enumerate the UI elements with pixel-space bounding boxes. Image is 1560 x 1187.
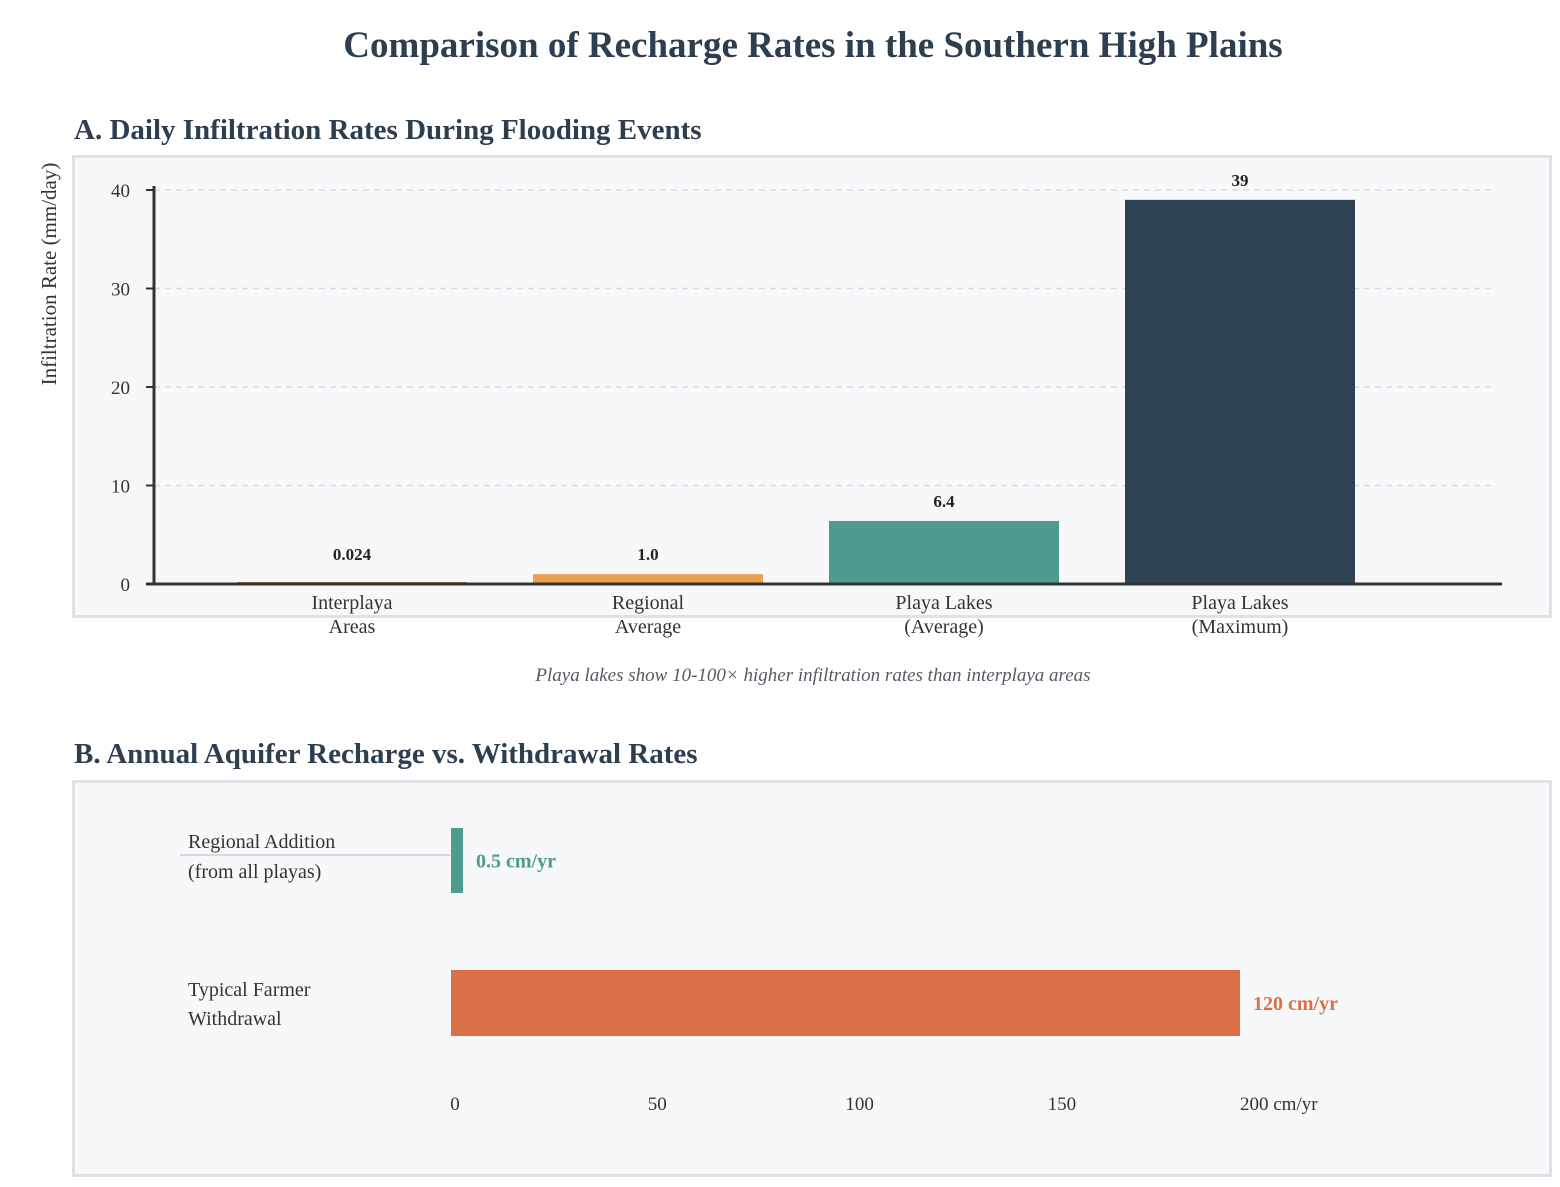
data-label: 0.5 cm/yr [476,851,556,873]
chart-a-title: A. Daily Infiltration Rates During Flood… [74,114,702,146]
x-tick-label: (Maximum) [1192,616,1289,638]
data-label: 6.4 [933,492,955,511]
bar [1125,199,1355,584]
bar [829,520,1059,584]
x-tick-label: 150 [1048,1094,1077,1115]
y-axis-label: Infiltration Rate (mm/day) [37,163,61,386]
x-tick-label: 0 [450,1094,460,1115]
y-category-label: Typical Farmer [188,979,311,1001]
y-tick-label: 0 [121,575,131,596]
data-label: 39 [1232,171,1249,190]
y-tick-label: 10 [111,477,130,498]
x-tick-label: Average [615,616,681,638]
data-label: 1.0 [637,545,658,564]
y-tick-label: 40 [111,181,130,202]
y-category-label: (from all playas) [188,861,321,883]
x-tick-label: Playa Lakes [1191,592,1288,614]
y-category-label: Withdrawal [188,1008,282,1030]
page-title: Comparison of Recharge Rates in the Sout… [343,25,1283,66]
bar [533,574,763,584]
x-tick-label: Areas [329,616,376,638]
bar [451,970,1240,1036]
data-label: 120 cm/yr [1253,993,1338,1015]
chart-a-caption: Playa lakes show 10-100× higher infiltra… [535,665,1091,686]
x-tick-label: (Average) [904,616,984,638]
x-tick-label: 200 cm/yr [1240,1094,1318,1115]
x-tick-label: Interplaya [311,592,392,614]
y-category-label: Regional Addition [188,831,335,853]
x-tick-label: 100 [845,1094,874,1115]
data-label: 0.024 [333,545,372,564]
x-tick-label: Regional [612,592,685,614]
y-tick-label: 20 [111,378,130,399]
bar [451,828,463,893]
y-tick-label: 30 [111,280,130,301]
x-tick-label: 50 [648,1094,667,1115]
chart-b-title: B. Annual Aquifer Recharge vs. Withdrawa… [74,738,698,770]
x-tick-label: Playa Lakes [895,592,992,614]
